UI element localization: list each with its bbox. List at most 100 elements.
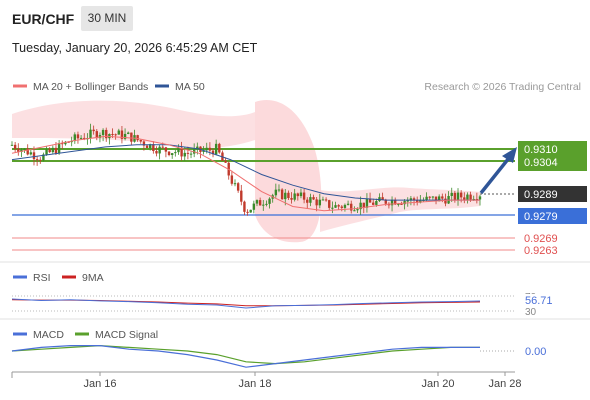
candle-body <box>79 137 83 139</box>
candle-body <box>48 149 51 153</box>
ma50-legend-label: MA 50 <box>175 81 205 93</box>
candle-body <box>152 144 155 152</box>
candle-body <box>252 203 256 210</box>
candle-body <box>39 159 42 161</box>
minor-level-label-1: 0.9269 <box>524 233 558 245</box>
candle-body <box>111 133 114 135</box>
candle-body <box>340 206 343 208</box>
candle-body <box>76 134 80 139</box>
bollinger-band-bulge <box>255 99 322 243</box>
candle-body <box>268 198 271 204</box>
candle-body <box>431 196 435 198</box>
macd-line <box>11 345 480 368</box>
candle-body <box>145 145 149 148</box>
forecast-arrow <box>479 156 511 195</box>
candles <box>10 123 482 216</box>
rsi-line <box>11 298 481 309</box>
candle-body <box>42 154 45 161</box>
candle-body <box>359 202 362 210</box>
candle-body <box>123 133 127 139</box>
candle-body <box>255 200 259 204</box>
candle-body <box>67 141 70 143</box>
candle-body <box>136 135 139 141</box>
forecast-arrow-head <box>502 147 517 163</box>
candle-body <box>202 150 205 153</box>
candle-body <box>425 196 428 200</box>
candle-body <box>83 137 86 140</box>
credit-label: Research © 2026 Trading Central <box>424 81 581 93</box>
macd-signal-legend-label: MACD Signal <box>95 329 158 341</box>
candle-body <box>23 148 26 150</box>
candle-body <box>274 189 278 196</box>
bollinger-band-left <box>12 100 255 148</box>
candle-body <box>309 197 312 203</box>
candle-body <box>161 146 164 148</box>
candle-body <box>149 144 152 148</box>
candle-body <box>466 194 469 200</box>
candle-body <box>459 192 463 198</box>
candle-body <box>73 134 77 142</box>
candle-body <box>142 141 146 146</box>
candle-body <box>208 147 212 151</box>
candle-body <box>400 203 403 205</box>
candle-body <box>472 198 475 200</box>
candle-body <box>350 203 353 211</box>
candle-body <box>337 205 340 207</box>
candle-body <box>415 200 419 203</box>
candle-body <box>284 192 287 200</box>
candle-body <box>293 193 296 200</box>
candle-body <box>64 141 67 145</box>
candle-body <box>437 196 441 202</box>
candle-body <box>277 189 281 191</box>
candle-body <box>57 143 61 154</box>
candle-body <box>434 196 438 202</box>
candle-body <box>428 196 431 198</box>
candle-body <box>155 151 158 154</box>
ma20-legend-label: MA 20 + Bollinger Bands <box>33 81 148 93</box>
candle-body <box>98 135 102 138</box>
candle-body <box>331 207 334 209</box>
candle-body <box>236 183 240 191</box>
current-price-label: 0.9289 <box>524 189 558 201</box>
timeframe-button[interactable]: 30 MIN <box>81 6 133 31</box>
candle-body <box>218 143 221 153</box>
candle-body <box>372 202 375 205</box>
candle-body <box>186 152 190 154</box>
candle-body <box>280 189 284 200</box>
ma20-line <box>11 135 480 212</box>
candle-body <box>10 144 14 146</box>
candle-body <box>412 198 416 201</box>
candle-body <box>469 194 472 200</box>
candle-body <box>475 198 479 200</box>
candle-body <box>105 129 108 139</box>
candle-body <box>346 203 350 205</box>
candle-body <box>243 201 246 212</box>
time-axis-ticks: Jan 16 Jan 18 Jan 20 Jan 28 <box>83 372 522 390</box>
candle-body <box>290 198 293 200</box>
macd-legend-label: MACD <box>33 329 64 341</box>
resistance-label-2: 0.9304 <box>524 157 558 169</box>
candle-body <box>45 149 48 155</box>
support-label-box <box>518 208 587 224</box>
candle-body <box>315 199 318 206</box>
candle-body <box>409 198 413 201</box>
candle-body <box>224 160 227 163</box>
candle-body <box>393 199 397 205</box>
candle-body <box>334 205 337 208</box>
candle-body <box>26 148 29 155</box>
candle-body <box>362 202 365 208</box>
candle-body <box>101 129 105 136</box>
candle-body <box>61 143 64 145</box>
candle-body <box>13 144 17 149</box>
time-axis-label: Jan 16 <box>83 378 116 390</box>
candle-body <box>265 203 268 205</box>
candle-body <box>114 134 117 136</box>
candle-body <box>321 199 325 201</box>
candle-body <box>249 209 252 213</box>
candle-body <box>296 193 300 197</box>
candle-body <box>365 198 369 208</box>
instrument-title: EUR/CHF <box>12 11 75 27</box>
candle-body <box>397 203 400 205</box>
candle-body <box>130 132 133 142</box>
candle-body <box>233 183 237 185</box>
